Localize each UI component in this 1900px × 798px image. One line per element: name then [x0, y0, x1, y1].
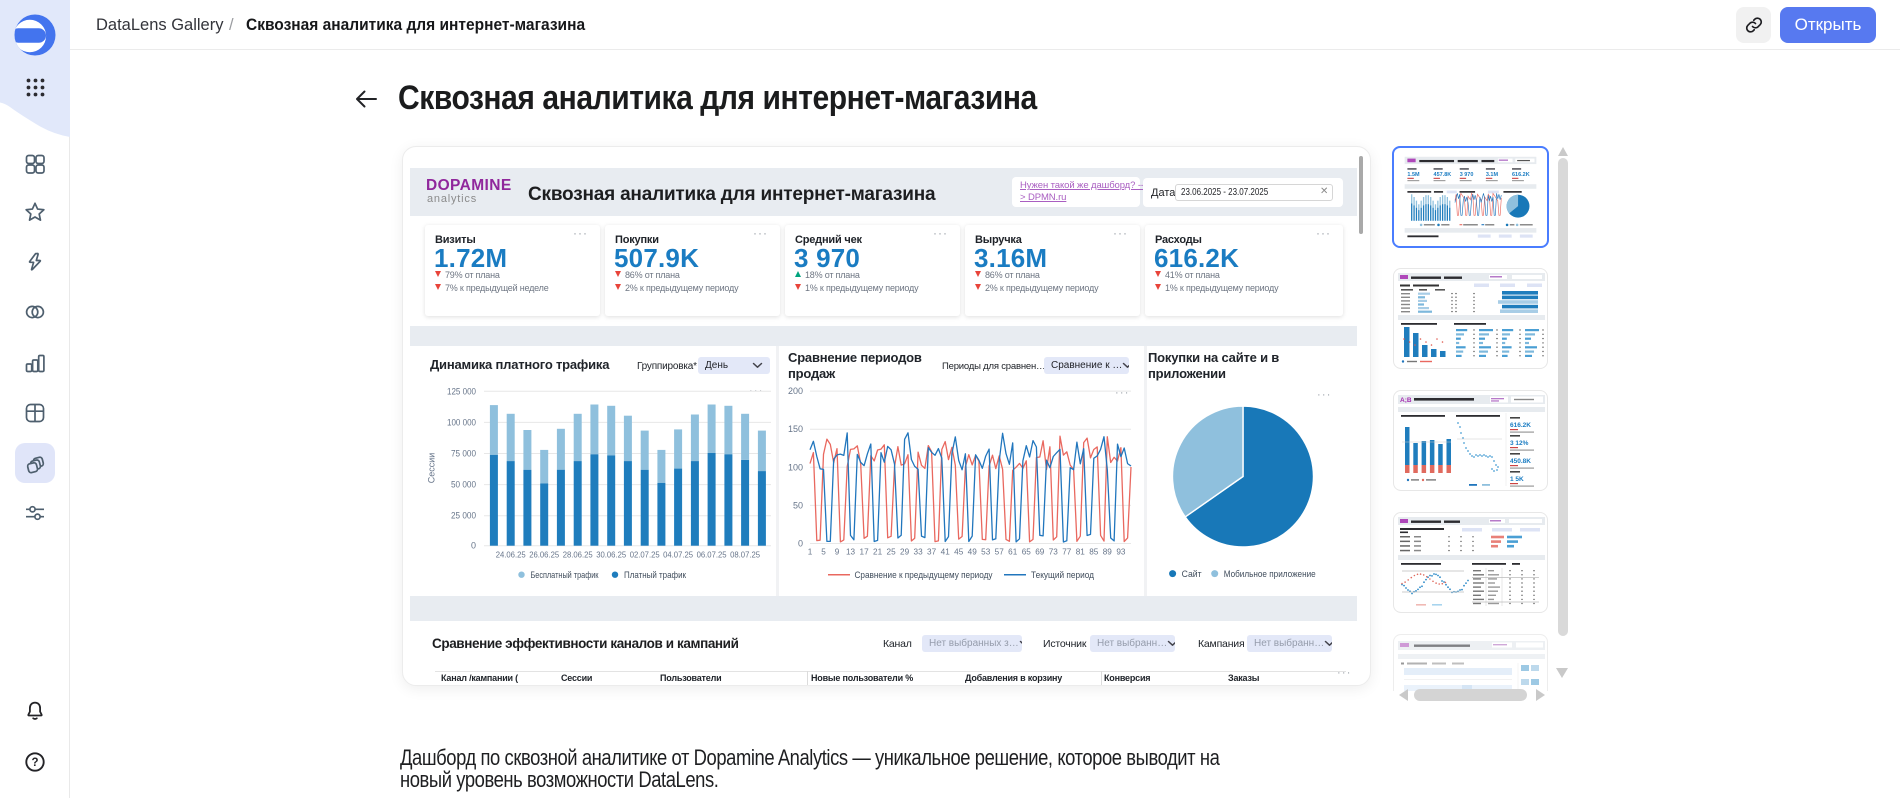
svg-text:69: 69 — [1035, 548, 1045, 557]
svg-text:1 5K: 1 5K — [1510, 476, 1524, 483]
svg-text:Сессии: Сессии — [427, 453, 437, 484]
svg-text:61: 61 — [1008, 548, 1018, 557]
svg-text:200: 200 — [788, 386, 803, 396]
svg-text:0: 0 — [471, 541, 476, 551]
svg-text:Сайт: Сайт — [1182, 569, 1203, 580]
svg-text:77: 77 — [1062, 548, 1072, 557]
svg-text:30.06.25: 30.06.25 — [596, 551, 626, 560]
svg-text:5: 5 — [821, 548, 826, 557]
svg-text:616.2K: 616.2K — [1510, 422, 1531, 429]
svg-text:50: 50 — [793, 500, 803, 510]
svg-text:3 12%: 3 12% — [1510, 440, 1529, 447]
svg-text:02.07.25: 02.07.25 — [630, 551, 660, 560]
svg-text:Мобильное приложение: Мобильное приложение — [1224, 569, 1316, 580]
svg-text:150: 150 — [788, 424, 803, 434]
svg-text:04.07.25: 04.07.25 — [663, 551, 693, 560]
svg-text:89: 89 — [1103, 548, 1113, 557]
svg-text:49: 49 — [968, 548, 978, 557]
svg-text:616.2K: 616.2K — [1512, 172, 1530, 178]
svg-text:Текущий период: Текущий период — [1031, 570, 1094, 581]
svg-text:57: 57 — [995, 548, 1005, 557]
svg-text:25 000: 25 000 — [451, 511, 476, 521]
svg-text:17: 17 — [860, 548, 870, 557]
svg-text:25: 25 — [887, 548, 897, 557]
svg-text:65: 65 — [1022, 548, 1032, 557]
svg-text:06.07.25: 06.07.25 — [697, 551, 727, 560]
svg-text:81: 81 — [1076, 548, 1086, 557]
svg-text:73: 73 — [1049, 548, 1059, 557]
svg-text:1: 1 — [808, 548, 813, 557]
svg-text:100 000: 100 000 — [447, 417, 476, 427]
svg-text:21: 21 — [873, 548, 883, 557]
svg-text:28.06.25: 28.06.25 — [563, 551, 593, 560]
svg-text:457.8K: 457.8K — [1434, 172, 1452, 178]
svg-text:125 000: 125 000 — [447, 386, 476, 396]
svg-text:3 970: 3 970 — [1460, 172, 1474, 178]
svg-text:08.07.25: 08.07.25 — [730, 551, 760, 560]
svg-text:50 000: 50 000 — [451, 480, 476, 490]
svg-text:29: 29 — [900, 548, 910, 557]
svg-text:13: 13 — [846, 548, 856, 557]
svg-text:26.06.25: 26.06.25 — [529, 551, 559, 560]
svg-text:9: 9 — [835, 548, 840, 557]
svg-text:1.5M: 1.5M — [1407, 172, 1420, 178]
svg-text:3.1M: 3.1M — [1486, 172, 1499, 178]
svg-text:37: 37 — [927, 548, 937, 557]
svg-text:41: 41 — [941, 548, 951, 557]
svg-text:93: 93 — [1116, 548, 1126, 557]
svg-text:75 000: 75 000 — [451, 449, 476, 459]
svg-text:450.8K: 450.8K — [1510, 458, 1531, 465]
svg-text:Сравнение к предыдущему период: Сравнение к предыдущему периоду — [855, 570, 993, 581]
svg-text:?: ? — [31, 757, 38, 769]
svg-text:Платный трафик: Платный трафик — [624, 570, 687, 581]
svg-text:33: 33 — [914, 548, 924, 557]
svg-text:0: 0 — [798, 539, 803, 549]
svg-text:45: 45 — [954, 548, 964, 557]
svg-text:A;B: A;B — [1400, 397, 1412, 404]
svg-text:85: 85 — [1089, 548, 1099, 557]
svg-text:53: 53 — [981, 548, 991, 557]
svg-text:100: 100 — [788, 462, 803, 472]
svg-text:24.06.25: 24.06.25 — [496, 551, 526, 560]
svg-text:Бесплатный трафик: Бесплатный трафик — [531, 570, 600, 581]
